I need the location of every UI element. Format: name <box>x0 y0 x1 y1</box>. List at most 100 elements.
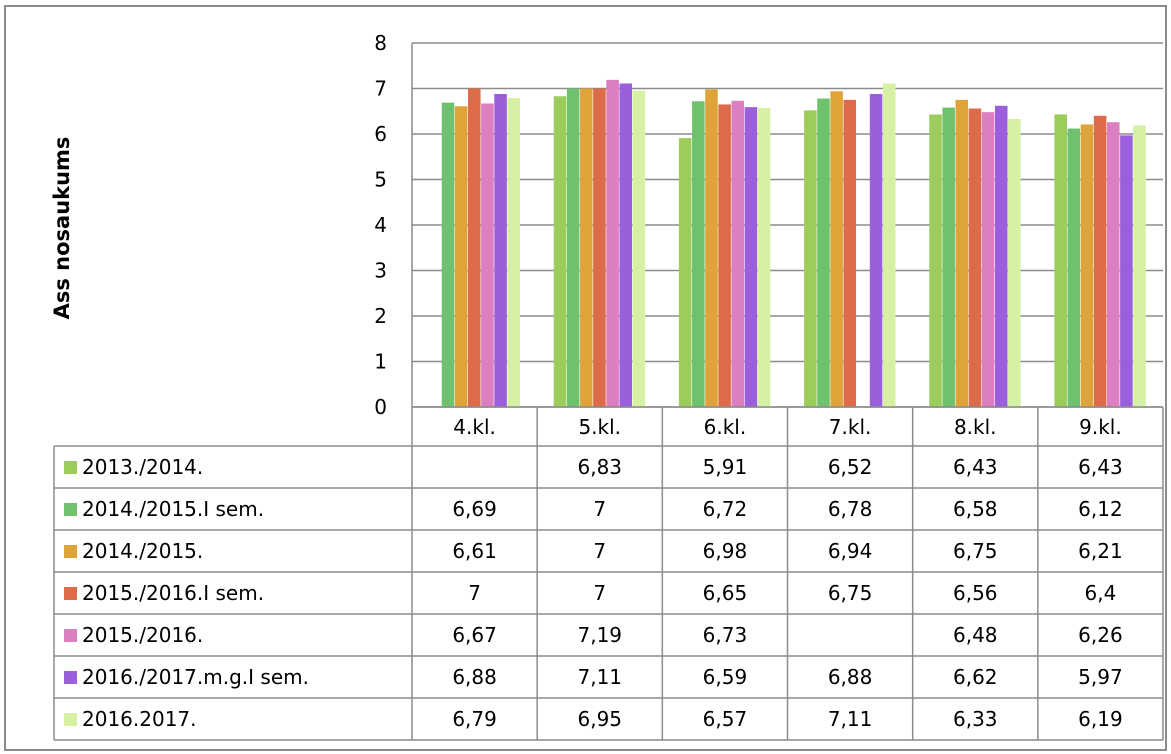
data-label: 5,97 <box>1078 665 1123 689</box>
bar <box>606 79 619 407</box>
bar <box>869 93 883 408</box>
bar <box>981 112 995 407</box>
legend-key <box>64 461 77 474</box>
data-label: 6,88 <box>452 665 497 689</box>
y-tick-label: 5 <box>374 168 387 192</box>
bar <box>678 138 692 407</box>
data-label: 7 <box>593 539 606 563</box>
bar <box>994 105 1008 407</box>
legend-entry: 2014./2015.I sem. <box>82 497 264 521</box>
bar <box>566 88 580 407</box>
bar <box>1133 125 1146 407</box>
y-axis-ticks: 0 1 2 3 4 5 6 7 8 <box>374 31 387 419</box>
data-label: 6,61 <box>452 539 497 563</box>
bar <box>468 88 481 407</box>
bar <box>817 98 830 407</box>
legend-key <box>64 587 77 600</box>
bar <box>553 96 567 408</box>
bar <box>718 104 731 408</box>
y-tick-label: 2 <box>374 304 387 328</box>
data-label: 6,52 <box>828 455 873 479</box>
legend-entry: 2016./2017.m.g.I sem. <box>82 665 309 689</box>
category-label: 5.kl. <box>578 415 621 439</box>
legend-key <box>64 713 77 726</box>
y-tick-label: 1 <box>374 350 387 374</box>
bar <box>1106 122 1120 408</box>
data-label: 6,21 <box>1078 539 1123 563</box>
data-label: 5,91 <box>703 455 748 479</box>
data-label: 6,57 <box>703 707 748 731</box>
bar <box>692 101 705 408</box>
bar <box>494 93 507 408</box>
bar <box>619 83 633 408</box>
y-tick-label: 7 <box>374 77 387 101</box>
bar <box>955 99 969 407</box>
data-label: 7 <box>468 581 481 605</box>
data-label: 6,88 <box>828 665 873 689</box>
data-label: 7,11 <box>828 707 873 731</box>
data-label: 7 <box>593 497 606 521</box>
y-tick-label: 3 <box>374 259 387 283</box>
bar <box>1093 115 1107 408</box>
data-label: 6,78 <box>828 497 873 521</box>
legend-key <box>64 503 77 516</box>
data-label: 6,58 <box>953 497 998 521</box>
data-label: 6,67 <box>452 623 497 647</box>
data-label: 6,95 <box>577 707 622 731</box>
bar <box>632 90 646 408</box>
data-label: 6,69 <box>452 497 497 521</box>
legend-entry: 2015./2016.I sem. <box>82 581 264 605</box>
bar <box>731 100 745 407</box>
bar <box>1054 114 1067 407</box>
data-label: 6,56 <box>953 581 998 605</box>
bar <box>968 108 982 408</box>
data-label: 6,83 <box>577 455 622 479</box>
bar <box>1008 118 1021 408</box>
bar <box>1120 135 1133 408</box>
bar <box>804 110 817 407</box>
y-tick-label: 0 <box>374 395 387 419</box>
data-label: 6,12 <box>1078 497 1123 521</box>
data-label: 6,75 <box>828 581 873 605</box>
bar <box>593 88 606 407</box>
category-label: 4.kl. <box>453 415 496 439</box>
legend-entry: 2014./2015. <box>82 539 203 563</box>
bar <box>929 114 942 407</box>
y-tick-label: 6 <box>374 122 387 146</box>
bar <box>454 106 468 408</box>
y-tick-label: 8 <box>374 31 387 55</box>
data-label: 6,79 <box>452 707 497 731</box>
category-label: 7.kl. <box>829 415 872 439</box>
category-label: 9.kl. <box>1079 415 1122 439</box>
data-table: 4.kl. 5.kl. 6.kl. 7.kl. 8.kl. 9.kl. 2013./2014… <box>53 406 1164 741</box>
y-tick-label: 4 <box>374 213 387 237</box>
bar <box>580 88 593 407</box>
category-label: 8.kl. <box>954 415 997 439</box>
data-label: 6,98 <box>703 539 748 563</box>
bar <box>942 107 955 408</box>
bar <box>830 91 843 407</box>
data-label: 6,33 <box>953 707 998 731</box>
data-label: 6,59 <box>703 665 748 689</box>
bar <box>1080 124 1094 407</box>
gridlines <box>411 42 1163 408</box>
legend-key <box>64 671 77 684</box>
data-label: 7,19 <box>577 623 622 647</box>
data-label: 6,62 <box>953 665 998 689</box>
data-label: 6,26 <box>1078 623 1123 647</box>
y-axis-label: Ass nosaukums <box>50 137 74 320</box>
data-label: 6,94 <box>828 539 873 563</box>
bar <box>705 89 718 407</box>
data-label: 6,4 <box>1085 581 1117 605</box>
data-label: 7 <box>593 581 606 605</box>
legend-entry: 2013./2014. <box>82 455 203 479</box>
data-label: 6,65 <box>703 581 748 605</box>
bar <box>441 102 455 407</box>
bar <box>481 103 494 407</box>
legend-entry: 2016.2017. <box>82 707 197 731</box>
data-label: 6,48 <box>953 623 998 647</box>
legend-key <box>64 629 77 642</box>
data-label: 6,72 <box>703 497 748 521</box>
bars <box>441 79 1146 408</box>
